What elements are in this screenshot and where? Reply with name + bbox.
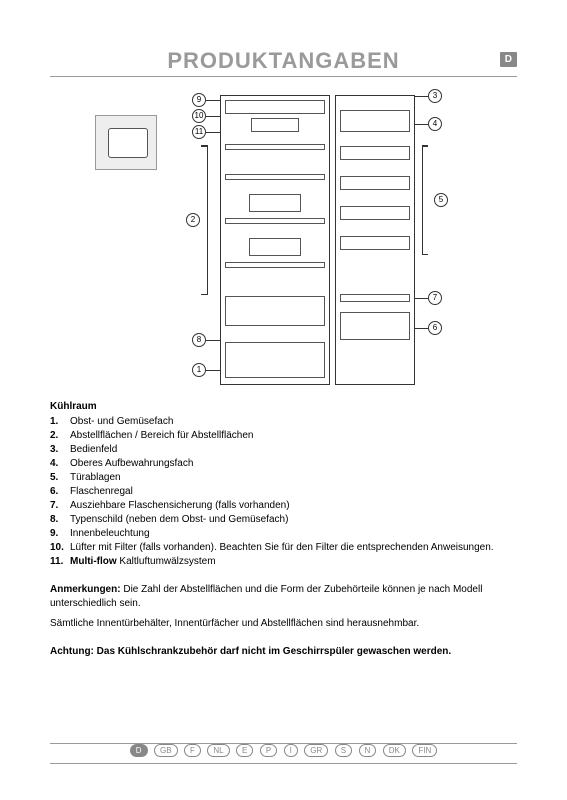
content-block: Kühlraum 1.Obst- und Gemüsefach 2.Abstel… [50,400,517,659]
callout-10: 10 [192,109,206,123]
control-panel-inset-icon [95,115,157,170]
list-item: 9.Innenbeleuchtung [50,527,517,541]
list-item: 3.Bedienfeld [50,443,517,457]
list-item: 6.Flaschenregal [50,485,517,499]
list-item: 5.Türablagen [50,471,517,485]
lang-pill-gb[interactable]: GB [154,744,178,757]
language-badge: D [500,52,517,67]
callout-7: 7 [428,291,442,305]
list-item: 7.Ausziehbare Flaschensicherung (falls v… [50,499,517,513]
list-item: 2.Abstellflächen / Bereich für Abstellfl… [50,429,517,443]
lang-pill-f[interactable]: F [184,744,201,757]
lang-pill-i[interactable]: I [284,744,298,757]
fridge-body [220,95,330,385]
page-header: PRODUKTANGABEN D [50,48,517,77]
lang-pill-gr[interactable]: GR [304,744,328,757]
warning-text: Achtung: Das Kühlschrankzubehör darf nic… [50,645,517,659]
lang-pill-dk[interactable]: DK [383,744,406,757]
product-diagram: 9 10 11 2 8 1 [90,95,490,395]
callout-3: 3 [428,89,442,103]
section-title: Kühlraum [50,400,517,414]
list-item: 8.Typenschild (neben dem Obst- und Gemüs… [50,513,517,527]
lang-pill-e[interactable]: E [236,744,253,757]
callout-5: 5 [434,193,448,207]
footer-language-bar: D GB F NL E P I GR S N DK FIN [0,740,567,758]
callout-6: 6 [428,321,442,335]
notes-line2: Sämtliche Innentürbehälter, Innentürfäch… [50,617,517,631]
callout-1: 1 [192,363,206,377]
callout-11: 11 [192,125,206,139]
lang-pill-fin[interactable]: FIN [412,744,437,757]
list-item: 1.Obst- und Gemüsefach [50,415,517,429]
list-item: 11.Multi-flow Kaltluftumwälzsystem [50,555,517,569]
footer-rule-bottom [50,763,517,764]
lang-pill-n[interactable]: N [359,744,377,757]
list-item: 10.Lüfter mit Filter (falls vorhanden). … [50,541,517,555]
callout-2: 2 [186,213,200,227]
list-item: 4.Oberes Aufbewahrungsfach [50,457,517,471]
callout-8: 8 [192,333,206,347]
page-title: PRODUKTANGABEN [167,48,399,74]
lang-pill-s[interactable]: S [335,744,352,757]
lang-pill-d[interactable]: D [130,744,148,757]
parts-list: 1.Obst- und Gemüsefach 2.Abstellflächen … [50,415,517,569]
callout-9: 9 [192,93,206,107]
lang-pill-nl[interactable]: NL [207,744,229,757]
fridge-diagram: 9 10 11 2 8 1 [220,95,420,385]
fridge-door [335,95,415,385]
lang-pill-p[interactable]: P [260,744,277,757]
callout-4: 4 [428,117,442,131]
notes-paragraph: Anmerkungen: Die Zahl der Abstellflächen… [50,583,517,611]
